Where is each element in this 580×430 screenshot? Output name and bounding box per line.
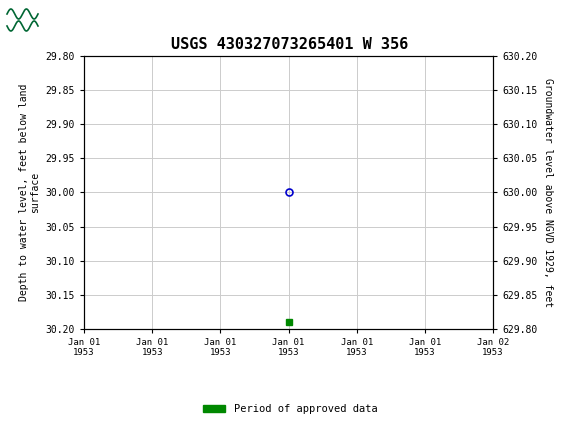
Y-axis label: Depth to water level, feet below land
surface: Depth to water level, feet below land su…	[19, 84, 40, 301]
FancyBboxPatch shape	[6, 4, 40, 36]
Text: USGS: USGS	[46, 11, 102, 29]
Text: USGS 430327073265401 W 356: USGS 430327073265401 W 356	[171, 37, 409, 52]
Y-axis label: Groundwater level above NGVD 1929, feet: Groundwater level above NGVD 1929, feet	[543, 78, 553, 307]
Legend: Period of approved data: Period of approved data	[198, 400, 382, 418]
